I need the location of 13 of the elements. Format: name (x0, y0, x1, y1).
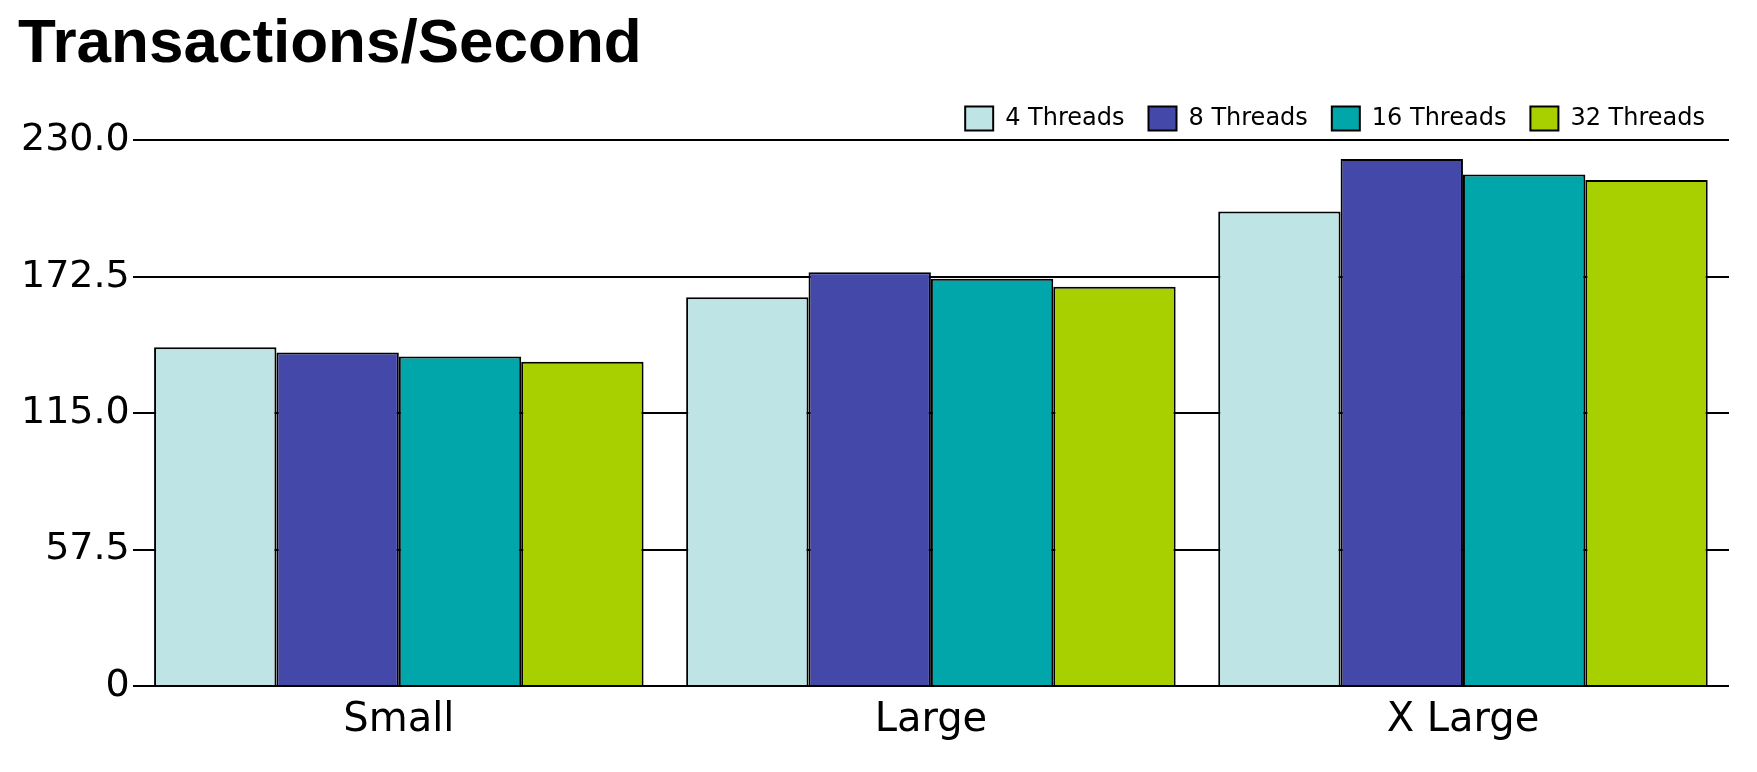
legend-label: 16 Threads (1371, 102, 1507, 131)
legend-label: 8 Threads (1188, 102, 1308, 131)
y-tick-label: 0 (105, 660, 130, 705)
y-tick-label: 57.5 (45, 524, 130, 569)
y-tick-label: 172.5 (20, 251, 130, 296)
y-tick-label: 115.0 (20, 388, 130, 433)
legend-label: 32 Threads (1570, 102, 1705, 131)
x-tick-label: X Large (1386, 694, 1540, 741)
chart-title: Transactions/Second (18, 6, 642, 76)
y-tick-label: 230.0 (20, 115, 130, 160)
x-tick-label: Large (874, 694, 988, 741)
x-tick-label: Small (343, 694, 455, 741)
legend-label: 4 Threads (1005, 102, 1125, 131)
